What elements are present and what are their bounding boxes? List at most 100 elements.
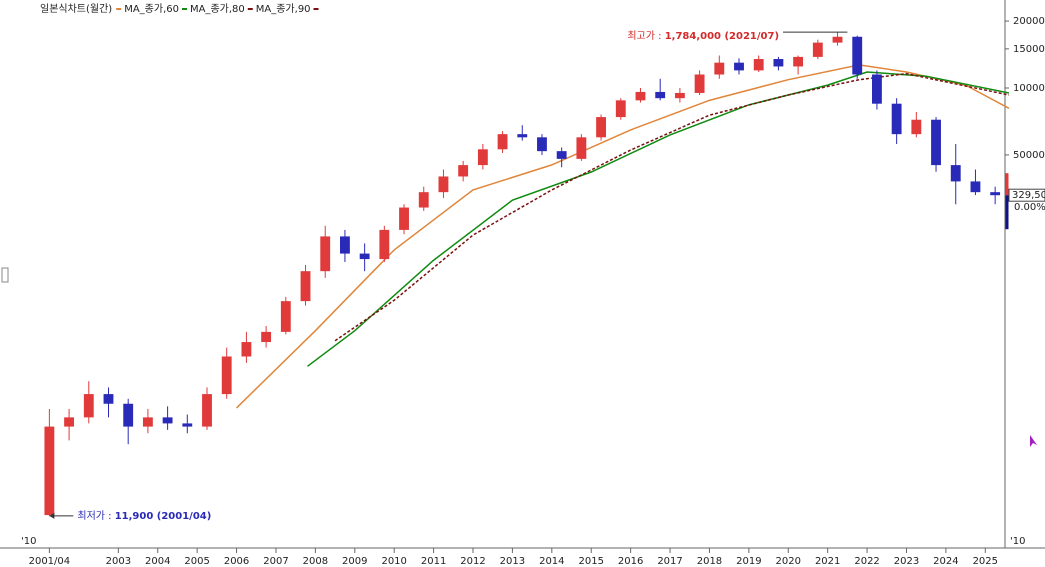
candle-body xyxy=(576,137,587,159)
candle-body xyxy=(497,134,508,150)
candle-body xyxy=(911,119,922,135)
x-tick-label: 2025 xyxy=(973,556,998,567)
x-tick-label: 2014 xyxy=(539,556,564,567)
candle-body xyxy=(970,181,981,193)
candle-body xyxy=(832,36,843,43)
candle-body xyxy=(477,149,488,166)
candle-body xyxy=(793,56,804,67)
legend-label: MA_종가,80 xyxy=(190,3,245,15)
candle-body xyxy=(438,176,449,193)
candle-body xyxy=(162,417,173,424)
candle-body xyxy=(320,236,331,272)
scale-note: '10 xyxy=(21,536,36,547)
candle-body xyxy=(990,192,1001,196)
x-tick-label: 2011 xyxy=(421,556,446,567)
x-tick-label: 2022 xyxy=(854,556,879,567)
annotation: 최저가 : 11,900 (2001/04) xyxy=(77,510,211,522)
legend-label: MA_종가,60 xyxy=(124,3,179,15)
scroll-handle[interactable] xyxy=(1,267,9,283)
candle-body xyxy=(458,165,469,177)
candle-body xyxy=(753,59,764,71)
x-tick-label: 2013 xyxy=(500,556,525,567)
x-tick-label: 2021 xyxy=(815,556,840,567)
x-tick-label: 2003 xyxy=(106,556,131,567)
candle-body xyxy=(340,236,350,254)
x-tick-label: 2024 xyxy=(933,556,958,567)
candle-body xyxy=(872,74,882,104)
candle-body xyxy=(537,137,547,152)
candle-body xyxy=(674,92,685,99)
candle-body xyxy=(694,74,705,93)
candle-body xyxy=(359,253,370,260)
candle-body xyxy=(517,134,528,138)
x-tick-label: 2020 xyxy=(776,556,801,567)
x-tick-label: 2005 xyxy=(184,556,209,567)
candle-body xyxy=(241,342,252,357)
chart-title: 일본식차트(월간) xyxy=(40,3,112,15)
candle-body xyxy=(931,119,941,166)
annotation-value: 1,784,000 (2021/07) xyxy=(665,31,779,42)
y-tick-label: 100000 xyxy=(1013,83,1045,94)
ma-line xyxy=(236,64,1010,409)
x-tick-label: 2008 xyxy=(303,556,328,567)
candle-body xyxy=(261,331,272,343)
candle-body xyxy=(300,271,311,302)
candle-body xyxy=(399,207,409,230)
candle-body xyxy=(142,417,153,427)
cursor xyxy=(1030,435,1037,447)
candle-body xyxy=(891,103,902,135)
x-tick-label: 2004 xyxy=(145,556,170,567)
candle-body xyxy=(64,417,75,427)
candle-body xyxy=(379,229,390,260)
ma-line xyxy=(334,72,1010,342)
candle-body xyxy=(950,165,961,182)
candle-body xyxy=(83,394,94,418)
x-tick-label: 2006 xyxy=(224,556,249,567)
ma-line xyxy=(307,71,1010,367)
change-label: 0.00% xyxy=(1014,202,1045,213)
candle-body xyxy=(556,151,567,159)
x-tick-label: 2010 xyxy=(381,556,406,567)
candle-body xyxy=(734,62,744,71)
annotation-arrow xyxy=(49,512,55,519)
x-tick-label: 2016 xyxy=(618,556,643,567)
candle-body xyxy=(44,426,55,516)
x-tick-label: 2018 xyxy=(697,556,722,567)
candle-body xyxy=(103,394,114,404)
x-tick-label: 2023 xyxy=(894,556,919,567)
legend: MA_종가,60 MA_종가,80 MA_종가,90 xyxy=(116,3,319,15)
x-tick-label: 2007 xyxy=(263,556,288,567)
candle-body xyxy=(123,403,134,427)
candle-body xyxy=(202,394,212,427)
candle-body xyxy=(615,100,626,118)
candle-body xyxy=(812,42,823,57)
legend-label: MA_종가,90 xyxy=(256,3,311,15)
candle-body xyxy=(635,91,646,101)
scale-note: '10 xyxy=(1010,536,1025,547)
annotation-label: 최저가 : xyxy=(77,510,114,522)
candle-body xyxy=(280,301,291,332)
candle-body xyxy=(852,36,863,75)
x-tick-label: 2017 xyxy=(657,556,682,567)
y-tick-label: 50000 xyxy=(1013,150,1045,161)
price-label: 329,500 xyxy=(1012,190,1045,201)
x-tick-label: 2012 xyxy=(460,556,485,567)
x-tick-label: 2015 xyxy=(578,556,603,567)
annotation-label: 최고가 : xyxy=(627,30,664,42)
price-box xyxy=(1008,188,1045,202)
y-tick-label: 150000 xyxy=(1013,44,1045,55)
candle-body xyxy=(773,59,784,67)
candle-body xyxy=(714,62,725,75)
candle-body xyxy=(182,423,193,427)
candle-body xyxy=(596,117,607,138)
candle-body xyxy=(655,91,666,99)
candle-body xyxy=(418,192,429,208)
candle-body xyxy=(221,356,232,395)
annotation-value: 11,900 (2001/04) xyxy=(115,511,212,522)
y-tick-label: 200000 xyxy=(1013,16,1045,27)
x-tick-label: 2009 xyxy=(342,556,367,567)
x-tick-label: 2019 xyxy=(736,556,761,567)
x-tick-label: 2001/04 xyxy=(29,556,71,567)
